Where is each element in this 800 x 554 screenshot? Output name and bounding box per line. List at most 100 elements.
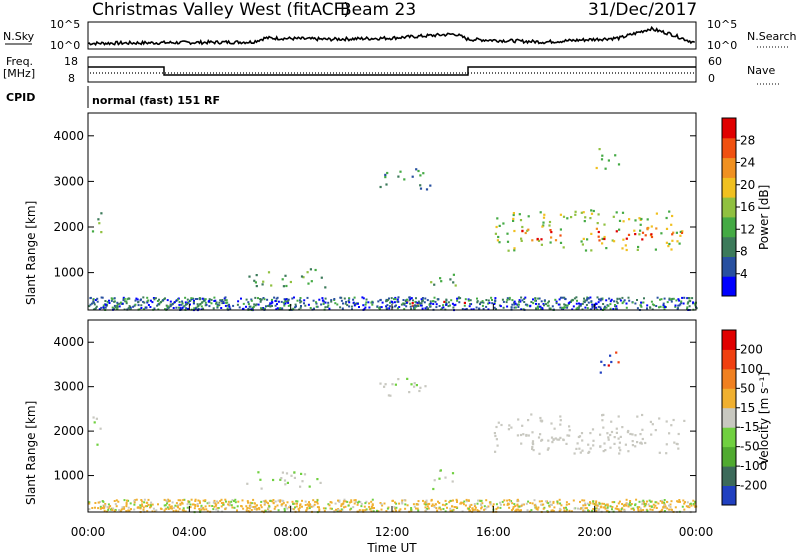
data-cell xyxy=(123,507,126,510)
data-cell xyxy=(135,297,138,300)
data-cell xyxy=(310,280,313,283)
data-cell xyxy=(458,301,461,304)
data-cell xyxy=(506,232,509,235)
data-cell xyxy=(547,502,550,505)
data-cell xyxy=(177,504,180,507)
data-cell xyxy=(312,505,315,508)
data-cell xyxy=(489,503,492,506)
data-cell xyxy=(133,503,136,506)
data-cell xyxy=(513,503,516,506)
data-cell xyxy=(213,296,216,299)
data-cell xyxy=(501,500,504,503)
data-cell xyxy=(556,500,559,503)
data-cell xyxy=(368,508,371,511)
data-cell xyxy=(396,307,399,310)
data-cell xyxy=(113,307,116,310)
data-cell xyxy=(595,501,597,504)
data-cell xyxy=(568,425,571,428)
data-cell xyxy=(566,306,569,309)
data-cell xyxy=(513,306,516,309)
data-cell xyxy=(535,307,537,310)
time-axis: 00:00 04:00 08:00 12:00 16:00 20:00 00:00 xyxy=(71,525,714,539)
data-cell xyxy=(385,183,388,186)
data-cell xyxy=(611,239,614,242)
data-cell xyxy=(410,297,413,300)
colorbar-swatch xyxy=(722,137,736,159)
data-cell xyxy=(88,501,91,504)
data-cell xyxy=(621,296,624,299)
data-cell xyxy=(608,297,611,300)
data-cell xyxy=(164,297,166,300)
data-cell xyxy=(220,498,223,501)
data-cell xyxy=(267,502,269,505)
data-cell xyxy=(660,509,663,512)
data-cell xyxy=(316,501,318,504)
data-cell xyxy=(281,471,284,474)
data-cell xyxy=(604,449,607,452)
data-cell xyxy=(289,280,292,284)
data-cell xyxy=(284,302,287,305)
data-cell xyxy=(120,508,123,511)
data-cell xyxy=(625,302,628,305)
data-cell xyxy=(376,305,379,308)
data-cell xyxy=(398,306,401,308)
frequency-line xyxy=(88,66,696,76)
data-cell xyxy=(355,302,358,305)
data-cell xyxy=(113,297,116,300)
data-cell xyxy=(510,306,513,309)
data-cell xyxy=(459,502,462,505)
data-cell xyxy=(600,505,603,508)
data-cell xyxy=(274,304,277,307)
data-cell xyxy=(177,510,180,513)
data-cell xyxy=(421,297,424,299)
data-cell xyxy=(483,508,486,511)
data-cell xyxy=(420,304,422,307)
data-cell xyxy=(442,304,445,307)
data-cell xyxy=(234,498,237,501)
data-cell xyxy=(625,306,628,309)
data-cell xyxy=(136,298,139,301)
data-cell xyxy=(614,154,617,157)
data-cell xyxy=(114,503,117,506)
data-cell xyxy=(408,391,411,394)
data-cell xyxy=(406,377,409,380)
data-cell xyxy=(186,503,189,506)
data-cell xyxy=(592,500,595,503)
data-cell xyxy=(156,300,159,302)
data-cell xyxy=(125,510,128,513)
data-cell xyxy=(668,504,670,507)
data-cell xyxy=(549,503,552,506)
data-cell xyxy=(603,442,606,445)
data-cell xyxy=(578,447,581,450)
data-cell xyxy=(252,305,255,308)
data-cell xyxy=(583,499,586,502)
data-cell xyxy=(559,415,562,418)
data-cell xyxy=(507,428,510,431)
data-cell xyxy=(300,472,303,475)
data-cell xyxy=(169,506,172,508)
data-cell xyxy=(193,307,196,310)
data-cell xyxy=(314,500,317,503)
data-cell xyxy=(571,298,574,301)
data-cell xyxy=(160,508,163,510)
data-cell xyxy=(613,442,616,445)
data-cell xyxy=(512,213,515,217)
data-cell xyxy=(678,242,681,245)
data-cell xyxy=(484,508,487,511)
data-cell xyxy=(152,297,155,299)
data-cell xyxy=(390,297,393,300)
data-cell xyxy=(99,507,102,510)
data-cell xyxy=(99,500,102,503)
data-cell xyxy=(321,297,324,300)
data-cell xyxy=(274,500,277,503)
colorbar-tick-label: -100 xyxy=(740,459,767,473)
data-cell xyxy=(559,306,562,309)
data-cell xyxy=(423,301,426,304)
data-cell xyxy=(670,424,673,427)
data-cell xyxy=(393,298,395,301)
data-cell xyxy=(234,501,237,504)
data-cell xyxy=(149,299,152,302)
data-cell xyxy=(537,297,540,300)
data-cell xyxy=(685,505,688,508)
data-cell xyxy=(371,301,374,304)
